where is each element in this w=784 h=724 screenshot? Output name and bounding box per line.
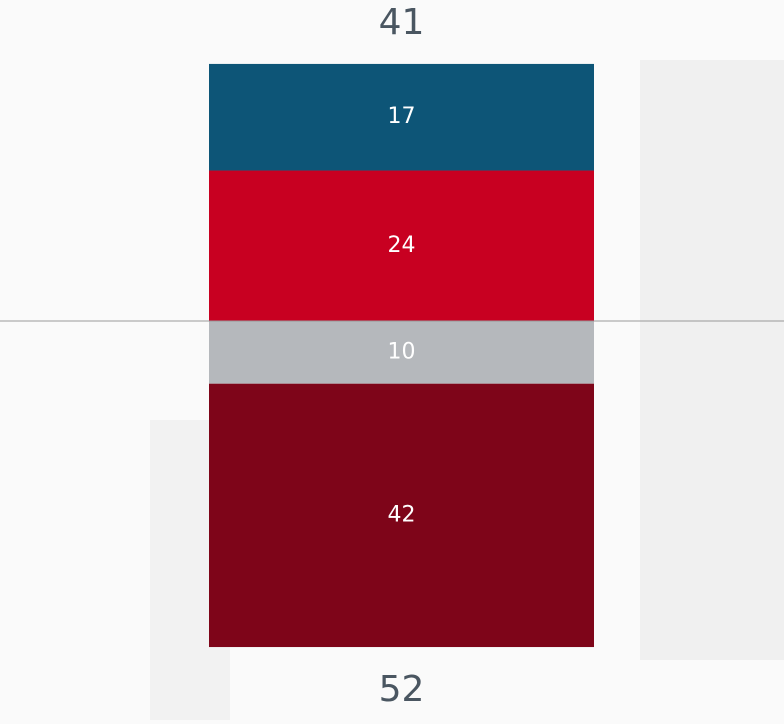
page: 241741104252 (() => { const data = JSON.…: [0, 0, 784, 724]
segment-label: 10: [388, 339, 416, 364]
total-label: 52: [379, 669, 425, 710]
segment-label: 24: [388, 233, 416, 258]
segment-label: 42: [388, 502, 416, 527]
segment-label: 17: [388, 104, 416, 129]
background-building: [640, 60, 784, 660]
chart: 24 17 41 10 42 52: [0, 0, 784, 724]
total-label: 41: [379, 2, 425, 43]
